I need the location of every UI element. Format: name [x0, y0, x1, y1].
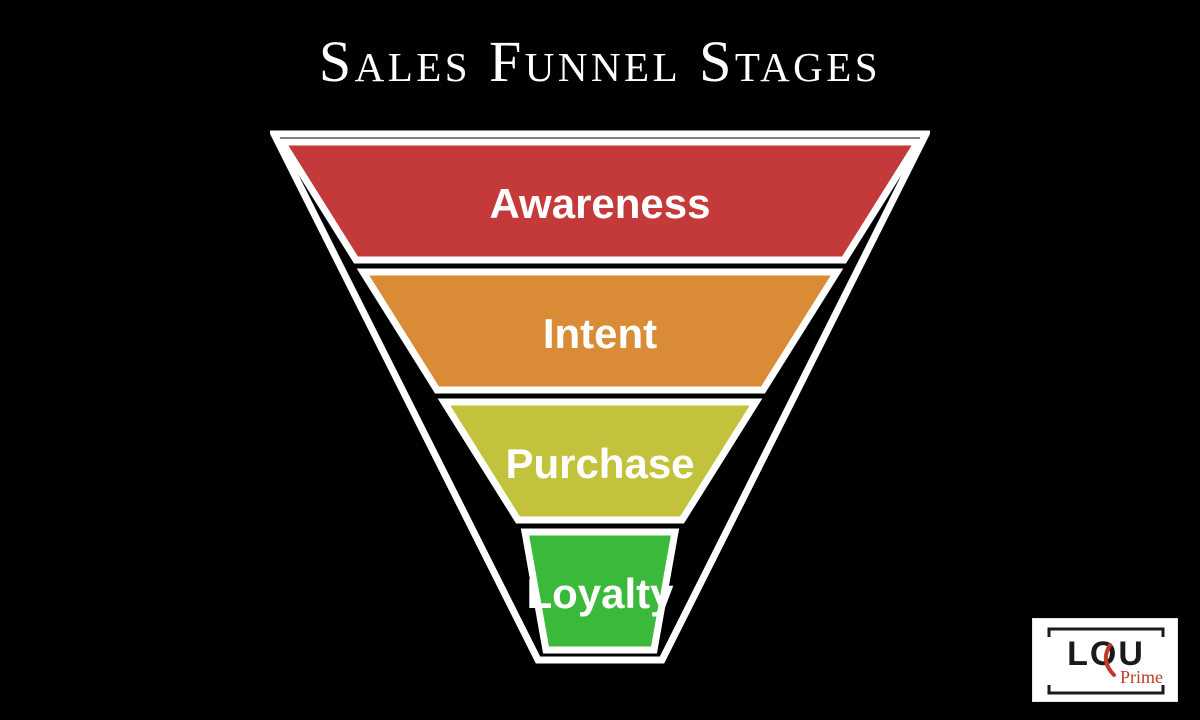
page-title: Sales Funnel Stages: [0, 28, 1200, 95]
brand-logo: LOU Prime: [1032, 618, 1178, 702]
funnel-stage-label-3: Loyalty: [270, 570, 930, 618]
funnel-stage-label-0: Awareness: [270, 180, 930, 228]
funnel-diagram: Awareness Intent Purchase Loyalty: [270, 130, 930, 670]
funnel-stage-label-2: Purchase: [270, 440, 930, 488]
svg-text:Prime: Prime: [1120, 667, 1163, 687]
infographic-canvas: Sales Funnel Stages Awareness Intent Purch…: [0, 0, 1200, 720]
funnel-stage-label-1: Intent: [270, 310, 930, 358]
